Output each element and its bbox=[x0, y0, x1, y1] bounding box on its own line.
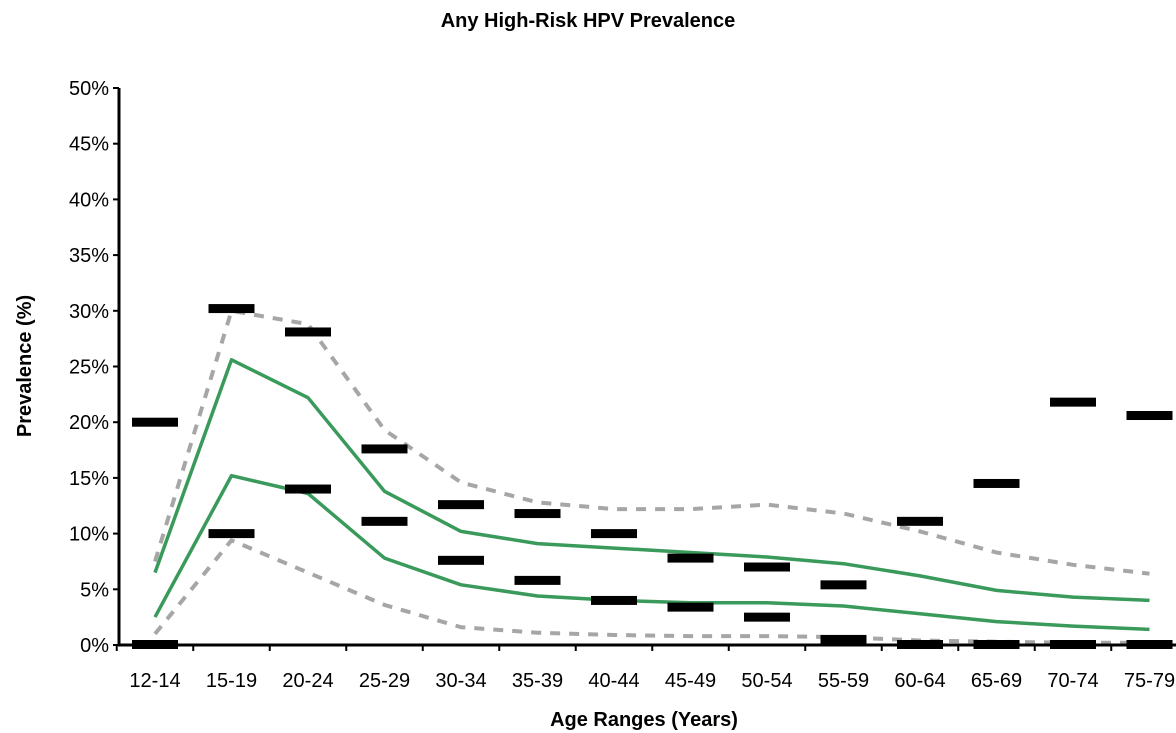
observed-bar-lower bbox=[285, 484, 331, 494]
x-tick-label: 25-29 bbox=[359, 670, 410, 692]
x-tick-label: 40-44 bbox=[588, 670, 639, 692]
y-tick-label: 5% bbox=[80, 579, 109, 601]
x-tick-label: 75-79 bbox=[1124, 670, 1175, 692]
x-tick-label: 35-39 bbox=[512, 670, 563, 692]
x-tick-label: 55-59 bbox=[818, 670, 869, 692]
outer-interval-line bbox=[153, 308, 1150, 576]
y-tick-label: 45% bbox=[69, 134, 109, 156]
model-interval-line bbox=[153, 473, 1150, 632]
observed-bar-lower bbox=[361, 516, 408, 526]
observed-bar-upper bbox=[1126, 411, 1173, 421]
y-tick-label: 20% bbox=[69, 412, 109, 434]
observed-bar-upper bbox=[820, 580, 867, 590]
x-tick-label: 60-64 bbox=[894, 670, 945, 692]
observed-bar-upper bbox=[208, 304, 255, 314]
observed-bar-upper bbox=[361, 444, 408, 454]
y-tick-label: 15% bbox=[69, 468, 109, 490]
series-layer bbox=[153, 308, 1150, 645]
observed-bar-lower bbox=[744, 612, 790, 622]
x-tick-label: 65-69 bbox=[971, 670, 1022, 692]
chart-title: Any High-Risk HPV Prevalence bbox=[441, 10, 736, 32]
observed-bar-lower bbox=[514, 575, 561, 585]
observed-bar-upper bbox=[1050, 397, 1096, 407]
x-tick-label: 45-49 bbox=[665, 670, 716, 692]
observed-bar-upper bbox=[897, 516, 943, 526]
observed-bar-upper bbox=[591, 529, 637, 539]
observed-bar-upper bbox=[285, 327, 331, 337]
observed-bars-layer bbox=[132, 304, 1173, 649]
x-tick-label: 12-14 bbox=[129, 670, 180, 692]
y-tick-label: 0% bbox=[80, 635, 109, 657]
observed-bar-upper bbox=[973, 478, 1020, 488]
x-axis-ticks: 12-14 15-19 20-24 25-29 30-34 35-39 40-44 45-49… bbox=[115, 645, 1175, 692]
x-tick-label: 20-24 bbox=[282, 670, 333, 692]
observed-bar-lower bbox=[820, 634, 867, 644]
x-tick-label: 30-34 bbox=[435, 670, 486, 692]
y-tick-label: 10% bbox=[69, 524, 109, 546]
observed-bar-upper bbox=[514, 509, 561, 519]
outer-interval-line bbox=[153, 538, 1150, 645]
observed-bar-upper bbox=[132, 417, 178, 427]
observed-bar-upper bbox=[438, 500, 484, 510]
x-tick-label: 50-54 bbox=[741, 670, 792, 692]
y-tick-label: 40% bbox=[69, 189, 109, 211]
y-tick-label: 50% bbox=[69, 78, 109, 100]
model-interval-line bbox=[153, 358, 1150, 603]
x-tick-label: 15-19 bbox=[206, 670, 257, 692]
y-axis-ticks: 0% 5% 10% 15% 20% 25% 30% 35% 40% 45% 50% bbox=[69, 78, 119, 657]
y-tick-label: 35% bbox=[69, 245, 109, 267]
y-axis-label: Prevalence (%) bbox=[14, 295, 36, 437]
x-tick-label: 70-74 bbox=[1047, 670, 1098, 692]
observed-bar-lower bbox=[438, 555, 484, 565]
observed-bar-upper bbox=[667, 553, 714, 563]
observed-bar-upper bbox=[744, 562, 790, 572]
observed-bar-lower bbox=[591, 595, 637, 605]
x-axis-label: Age Ranges (Years) bbox=[550, 709, 738, 731]
observed-bar-lower bbox=[667, 602, 714, 612]
y-tick-label: 30% bbox=[69, 301, 109, 323]
observed-bar-lower bbox=[208, 529, 255, 539]
y-tick-label: 25% bbox=[69, 357, 109, 379]
